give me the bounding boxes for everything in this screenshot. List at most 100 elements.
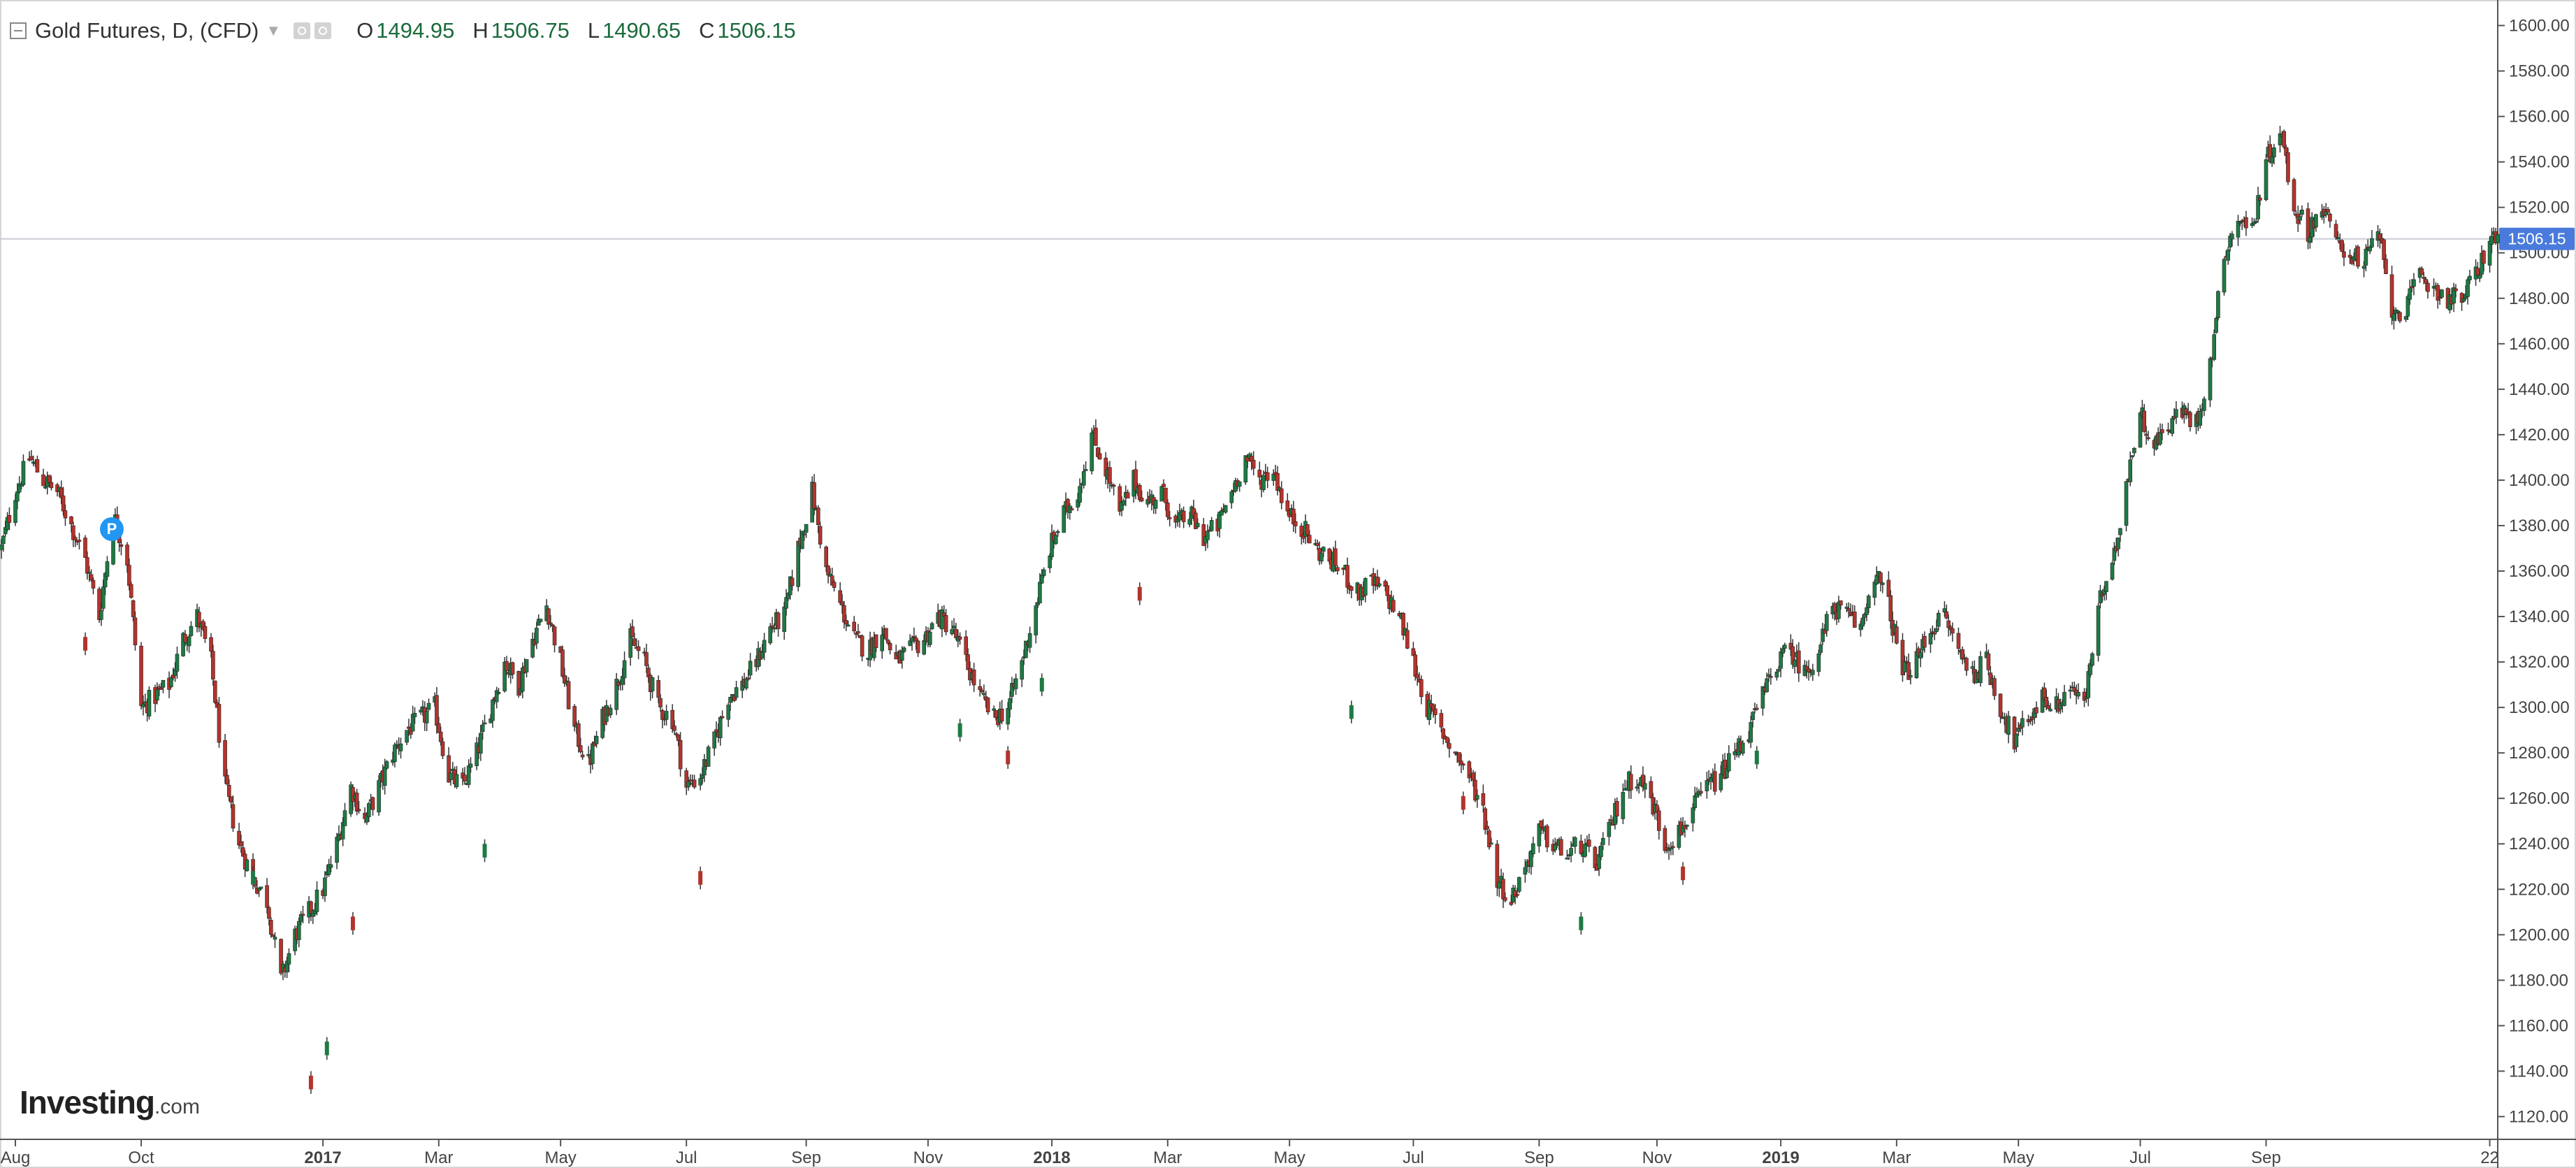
candle-body — [2364, 248, 2368, 266]
candle-body — [688, 779, 693, 781]
candle-body — [2258, 197, 2262, 201]
x-tick-label: Nov — [1642, 1148, 1672, 1167]
candle-body — [129, 584, 133, 598]
candle-body — [772, 627, 776, 630]
candle-body — [2292, 179, 2296, 212]
candle-body — [1333, 548, 1338, 566]
chart-header: Gold Futures, D, (CFD) ▼ O 1494.95 H 1506.… — [10, 15, 796, 46]
candle-body — [1853, 612, 1857, 628]
candle-body — [1685, 824, 1689, 827]
candle-body — [270, 935, 275, 937]
candle-body — [1713, 771, 1717, 792]
candle-body — [1523, 867, 1528, 875]
candle-body — [1779, 651, 1783, 669]
candle-body — [874, 634, 878, 648]
candle-body — [698, 778, 702, 786]
candle-body — [1377, 583, 1382, 586]
candle-body — [1159, 486, 1164, 502]
candle-body — [2188, 412, 2192, 428]
candle-body — [225, 774, 229, 785]
candle-body — [2034, 707, 2039, 714]
candle-body — [1391, 600, 1396, 612]
candle-body — [83, 538, 87, 558]
candle-body — [2142, 410, 2147, 432]
candle-body — [419, 709, 423, 713]
settings-icon[interactable] — [314, 22, 332, 39]
candle-body — [2238, 222, 2243, 224]
candle-body — [1572, 837, 1577, 847]
candle-body — [860, 635, 864, 657]
candle-body — [479, 733, 483, 754]
candle-body — [888, 643, 892, 651]
candle-body — [535, 628, 539, 644]
y-tick-label: 1340.00 — [2509, 607, 2570, 626]
candle-body — [2132, 447, 2136, 454]
candle-body — [1319, 552, 1324, 562]
candle-body — [2068, 689, 2073, 692]
candle-body — [1062, 505, 1066, 533]
x-tick-label: Oct — [128, 1148, 154, 1167]
candle-body — [1544, 825, 1549, 848]
candle-body — [1305, 524, 1310, 535]
candle-body — [650, 677, 655, 691]
candle-body — [1041, 569, 1046, 576]
gap-candle-body — [1754, 750, 1759, 765]
candle-body — [1793, 659, 1797, 667]
candle-body — [1599, 845, 1603, 858]
candle-body — [838, 590, 842, 603]
candle-body — [1846, 608, 1851, 612]
candle-body — [412, 713, 417, 717]
candle-body — [628, 628, 632, 658]
candle-body — [2475, 268, 2480, 276]
instrument-title[interactable]: Gold Futures, D, (CFD) — [35, 18, 259, 43]
collapse-icon[interactable] — [10, 22, 27, 39]
eye-icon[interactable] — [294, 22, 311, 39]
candle-body — [1293, 521, 1298, 526]
candle-body — [212, 680, 217, 703]
candle-body — [1902, 661, 1907, 672]
y-tick-label: 1300.00 — [2509, 698, 2570, 717]
candle-body — [2040, 689, 2045, 713]
candle-body — [480, 724, 485, 733]
candle-body — [1447, 743, 1452, 749]
candle-body — [2116, 538, 2120, 549]
candle-body — [223, 740, 227, 777]
gap-candle-body — [308, 1075, 313, 1090]
x-tick-label: Mar — [1882, 1148, 1911, 1167]
candle-body — [1783, 644, 1787, 649]
candle-body — [340, 822, 345, 839]
candle-body — [1195, 523, 1200, 528]
candle-body — [840, 601, 844, 605]
candle-body — [1489, 842, 1493, 845]
candle-body — [354, 793, 359, 812]
candle-body — [1669, 847, 1673, 850]
candle-body — [2340, 240, 2344, 252]
candle-body — [2230, 233, 2234, 240]
candle-body — [1006, 708, 1011, 725]
candle-body — [105, 561, 110, 577]
y-tick-label: 1580.00 — [2509, 62, 2570, 81]
event-marker[interactable]: P — [100, 517, 124, 541]
candle-body — [516, 671, 521, 696]
chevron-down-icon[interactable]: ▼ — [266, 22, 282, 39]
candle-body — [952, 626, 956, 628]
candle-body — [1503, 897, 1507, 901]
candle-body — [899, 651, 904, 661]
candle-body — [1760, 686, 1765, 709]
candle-body — [239, 842, 243, 846]
candle-body — [1441, 728, 1445, 739]
candle-body — [2461, 298, 2466, 302]
candle-body — [547, 608, 551, 625]
candle-body — [77, 540, 82, 542]
candle-body — [2270, 157, 2274, 164]
candle-body — [2112, 547, 2117, 561]
candle-body — [1307, 535, 1312, 544]
y-tick-label: 1540.00 — [2509, 153, 2570, 172]
candle-body — [1315, 542, 1319, 546]
candle-body — [231, 804, 236, 829]
candle-body — [2006, 716, 2011, 735]
candle-body — [943, 615, 948, 633]
candle-body — [1229, 491, 1234, 503]
candle-body — [549, 622, 553, 625]
